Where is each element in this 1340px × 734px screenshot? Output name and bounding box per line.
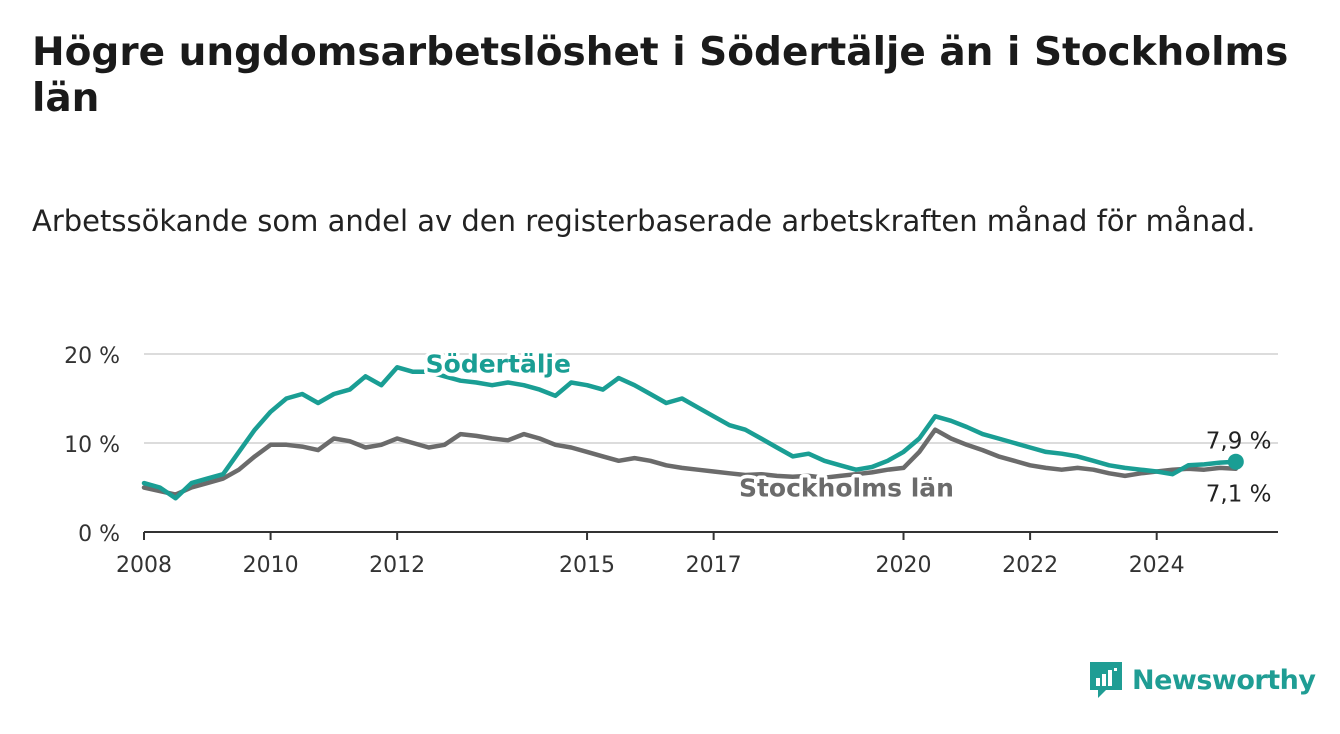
x-tick-label: 2017 <box>686 553 742 578</box>
series-lines <box>141 365 1244 501</box>
x-axis: 2008 2010 2012 2015 2017 2020 2022 2024 <box>116 531 1278 578</box>
x-tick-label: 2020 <box>876 553 932 578</box>
series-label-stockholms-lan: Stockholms län <box>739 473 954 502</box>
end-value-label: 7,1 % <box>1206 482 1272 508</box>
series-labels: Södertälje Stockholms län 7,9 % 7,1 % <box>422 346 1272 508</box>
y-axis-ticks: 0 % 10 % 20 % <box>64 344 120 547</box>
y-tick-label: 10 % <box>64 433 120 458</box>
x-tick-label: 2015 <box>559 553 615 578</box>
series-line-stockholms-l-n <box>141 427 1239 497</box>
gridlines <box>144 353 1278 444</box>
chart-bubble-icon <box>1090 662 1122 698</box>
end-value-label: 7,9 % <box>1206 428 1272 454</box>
brand-name: Newsworthy <box>1132 664 1316 696</box>
y-tick-label: 20 % <box>64 344 120 369</box>
chart-title: Högre ungdomsarbetslöshet i Södertälje ä… <box>32 30 1289 121</box>
x-tick-label: 2010 <box>243 553 299 578</box>
end-point-marker <box>1227 453 1244 470</box>
series-label-sodertalje: Södertälje <box>426 350 571 379</box>
y-tick-label: 0 % <box>78 522 120 547</box>
series-line-s-dert-lje <box>141 365 1239 501</box>
x-tick-label: 2008 <box>116 553 172 578</box>
chart-subtitle: Arbetssökande som andel av den registerb… <box>32 204 1256 238</box>
line-chart: 0 % 10 % 20 % 2008 2010 2012 2015 2017 2020 2022… <box>64 344 1278 578</box>
brand-logo: Newsworthy <box>1088 660 1316 700</box>
x-tick-label: 2012 <box>369 553 425 578</box>
x-tick-label: 2022 <box>1002 553 1058 578</box>
x-tick-label: 2024 <box>1129 553 1185 578</box>
